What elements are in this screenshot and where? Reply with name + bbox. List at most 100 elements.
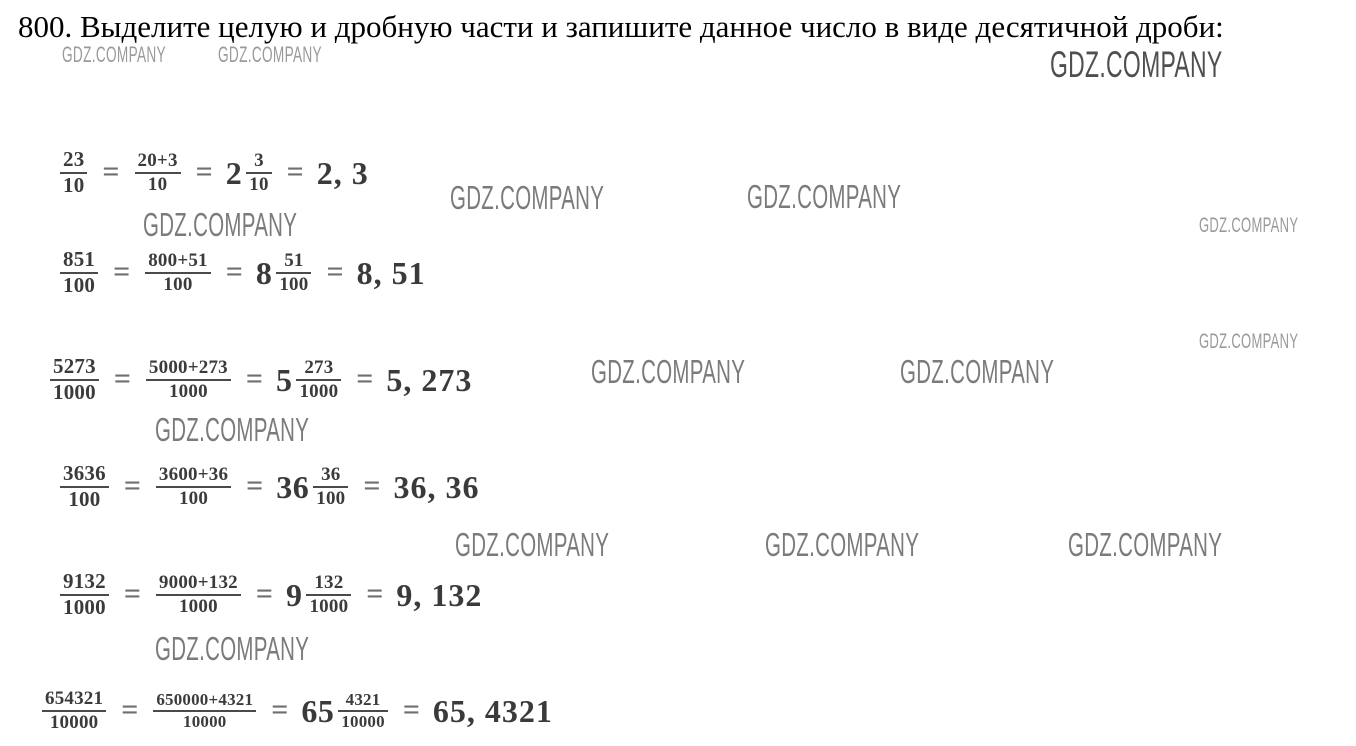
equals-sign-3: =	[363, 469, 381, 502]
equals-sign-2: =	[271, 693, 289, 726]
watermark: GDZ.COMPANY	[155, 411, 310, 448]
mixed-whole-part: 9	[285, 576, 303, 613]
mixed-fraction-bar	[296, 379, 342, 381]
equals-sign-2: =	[195, 155, 213, 188]
mixed-fraction-numerator: 51	[284, 250, 304, 272]
mixed-fraction-denominator: 100	[279, 274, 309, 295]
equals-sign-2: =	[246, 469, 264, 502]
equals-sign-3: =	[286, 155, 304, 188]
improper-fraction-numerator: 654321	[45, 688, 104, 710]
improper-fraction: 5273 1000	[48, 354, 101, 404]
improper-fraction-denominator: 10000	[49, 712, 99, 733]
improper-fraction-bar	[60, 272, 99, 274]
mixed-fraction-bar	[246, 172, 272, 174]
decimal-result: 2, 3	[316, 154, 369, 191]
mixed-fraction-bar	[313, 486, 349, 488]
decimal-result: 65, 4321	[432, 692, 553, 729]
equals-sign-1: =	[123, 577, 141, 610]
expanded-fraction-denominator: 10	[147, 174, 168, 195]
mixed-fraction-denominator: 10	[249, 174, 269, 195]
decimal-result: 8, 51	[356, 254, 426, 291]
equation-content: 3636 100 = 3600+36 100 = 36 36 100 = 36, 36	[58, 461, 480, 511]
equation-row: 3636 100 = 3600+36 100 = 36 36 100 = 36, 36	[0, 452, 1356, 522]
expanded-fraction-numerator: 20+3	[137, 150, 178, 172]
mixed-fraction-denominator: 1000	[309, 596, 349, 617]
expanded-fraction-denominator: 10000	[183, 712, 227, 731]
equation-row: 654321 10000 = 650000+4321 10000 = 65 4321 10000…	[0, 676, 1356, 746]
improper-fraction-bar	[60, 172, 88, 174]
improper-fraction-bar	[60, 486, 109, 488]
mixed-fraction-bar	[306, 594, 352, 596]
equals-sign-1: =	[102, 155, 120, 188]
expanded-fraction-numerator: 9000+132	[158, 572, 238, 594]
expanded-fraction-denominator: 1000	[178, 596, 218, 617]
expanded-fraction-numerator: 800+51	[148, 250, 208, 272]
mixed-fraction-part: 36 100	[311, 465, 350, 509]
task-number: 800.	[18, 9, 73, 44]
task-instruction: Выделите целую и дробную части и запишит…	[80, 9, 1224, 44]
mixed-fraction-numerator: 4321	[345, 690, 381, 710]
equation-row: 851 100 = 800+51 100 = 8 51 100 = 8, 51	[0, 238, 1356, 308]
expanded-fraction-denominator: 1000	[168, 381, 208, 402]
equals-sign-3: =	[402, 693, 420, 726]
mixed-fraction-part: 273 1000	[294, 358, 343, 402]
improper-fraction-denominator: 1000	[53, 380, 96, 404]
mixed-fraction-numerator: 36	[321, 464, 341, 486]
mixed-fraction-numerator: 3	[254, 150, 264, 172]
equals-sign-3: =	[366, 577, 384, 610]
equation-content: 9132 1000 = 9000+132 1000 = 9 132 1000 = 9, 132	[58, 569, 482, 619]
expanded-fraction-numerator: 650000+4321	[156, 690, 254, 710]
equation-row: 9132 1000 = 9000+132 1000 = 9 132 1000 = 9, 132	[0, 560, 1356, 630]
mixed-whole-part: 36	[276, 468, 310, 505]
equation-content: 851 100 = 800+51 100 = 8 51 100 = 8, 51	[58, 247, 426, 297]
decimal-result: 36, 36	[393, 468, 480, 505]
mixed-fraction-bar	[276, 272, 312, 274]
expanded-fraction-bar	[145, 379, 231, 381]
expanded-fraction: 9000+132 1000	[154, 573, 243, 617]
expanded-fraction: 650000+4321 10000	[151, 691, 258, 730]
expanded-fraction: 3600+36 100	[154, 465, 233, 509]
watermark: GDZ.COMPANY	[1199, 214, 1299, 237]
mixed-fraction-denominator: 1000	[299, 381, 339, 402]
watermark: GDZ.COMPANY	[455, 526, 610, 563]
improper-fraction-denominator: 100	[68, 487, 101, 511]
equation-row: 5273 1000 = 5000+273 1000 = 5 273 1000 = 5, 273	[0, 345, 1356, 415]
mixed-fraction-bar	[338, 710, 388, 712]
improper-fraction-bar	[50, 379, 99, 381]
equation-row: 23 10 = 20+3 10 = 2 3 10 = 2, 3	[0, 138, 1356, 208]
mixed-fraction-numerator: 273	[304, 357, 334, 379]
equals-sign-3: =	[356, 362, 374, 395]
expanded-fraction: 5000+273 1000	[144, 358, 233, 402]
equals-sign-1: =	[113, 255, 131, 288]
improper-fraction-numerator: 3636	[63, 461, 106, 486]
equation-content: 5273 1000 = 5000+273 1000 = 5 273 1000 = 5, 273	[48, 354, 473, 404]
mixed-whole-part: 2	[225, 154, 243, 191]
improper-fraction: 9132 1000	[58, 569, 111, 619]
improper-fraction-bar	[60, 594, 109, 596]
improper-fraction-denominator: 100	[63, 273, 96, 297]
mixed-whole-part: 8	[255, 254, 273, 291]
expanded-fraction-denominator: 100	[178, 488, 209, 509]
equals-sign-2: =	[255, 577, 273, 610]
equation-content: 654321 10000 = 650000+4321 10000 = 65 4321 10000…	[40, 689, 553, 733]
improper-fraction-numerator: 23	[63, 147, 85, 172]
equals-sign-1: =	[113, 362, 131, 395]
mixed-whole-part: 5	[275, 361, 293, 398]
equals-sign-1: =	[123, 469, 141, 502]
improper-fraction-numerator: 9132	[63, 569, 106, 594]
mixed-fraction-part: 132 1000	[304, 573, 353, 617]
mixed-whole-part: 65	[301, 692, 335, 729]
expanded-fraction: 20+3 10	[133, 151, 183, 195]
improper-fraction-numerator: 851	[63, 247, 96, 272]
equals-sign-3: =	[326, 255, 344, 288]
watermark: GDZ.COMPANY	[155, 630, 310, 667]
watermark: GDZ.COMPANY	[765, 526, 920, 563]
expanded-fraction-denominator: 100	[163, 274, 193, 295]
expanded-fraction-bar	[134, 172, 181, 174]
mixed-fraction-part: 51 100	[274, 251, 313, 295]
improper-fraction-numerator: 5273	[53, 354, 96, 379]
equation-content: 23 10 = 20+3 10 = 2 3 10 = 2, 3	[58, 147, 369, 197]
decimal-result: 5, 273	[386, 361, 473, 398]
mixed-fraction-part: 3 10	[244, 151, 273, 195]
equals-sign-2: =	[245, 362, 263, 395]
